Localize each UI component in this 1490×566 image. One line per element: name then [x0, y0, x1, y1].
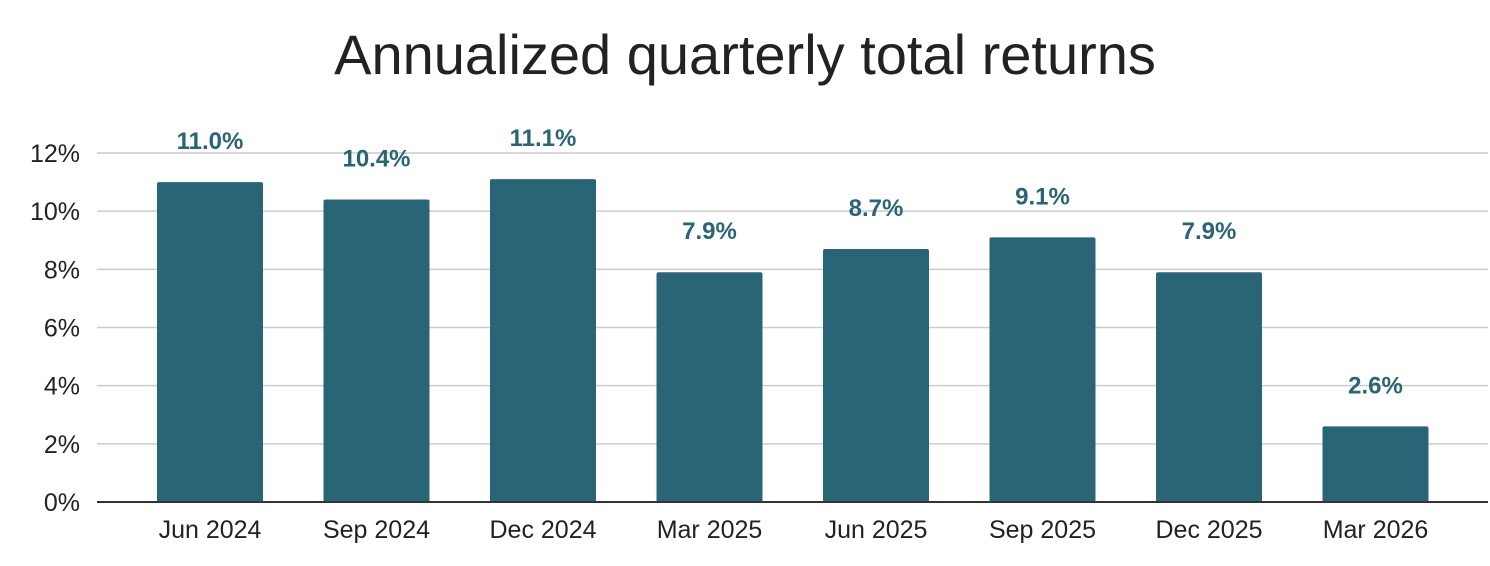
- y-tick-label: 12%: [30, 140, 80, 168]
- x-tick-label: Mar 2026: [1323, 516, 1429, 544]
- data-label: 9.1%: [1015, 183, 1070, 210]
- y-tick-label: 6%: [44, 315, 80, 343]
- x-tick-label: Dec 2025: [1155, 516, 1262, 544]
- bar: [157, 182, 263, 503]
- x-tick-label: Jun 2024: [159, 516, 262, 544]
- y-tick-label: 4%: [44, 373, 80, 401]
- bar: [323, 199, 430, 503]
- chart-title: Annualized quarterly total returns: [334, 23, 1156, 86]
- bar: [656, 272, 763, 502]
- x-tick-label: Sep 2025: [989, 516, 1096, 544]
- x-tick-label: Dec 2024: [489, 516, 596, 544]
- data-label: 7.9%: [682, 218, 737, 245]
- y-tick-label: 2%: [44, 431, 80, 459]
- y-tick-label: 8%: [44, 256, 80, 284]
- x-tick-label: Mar 2025: [657, 516, 763, 544]
- data-labels: 11.0% 10.4% 11.1% 7.9% 8.7% 9.1% 7.9% 2.6%: [177, 125, 1403, 399]
- data-label: 2.6%: [1348, 372, 1403, 399]
- data-label: 10.4%: [342, 146, 410, 173]
- bar: [1322, 426, 1429, 502]
- bar: [823, 248, 929, 502]
- bar: [1156, 272, 1262, 502]
- data-label: 7.9%: [1182, 218, 1237, 245]
- y-tick-label: 10%: [30, 198, 80, 226]
- bar: [989, 237, 1096, 502]
- bars: [157, 179, 1429, 503]
- data-label: 11.0%: [177, 128, 244, 155]
- axes: 0% 2% 4% 6% 8% 10% 12% Jun 2024 Sep 2024 Dec 2024…: [30, 140, 1488, 544]
- x-tick-label: Sep 2024: [323, 516, 430, 544]
- data-label: 11.1%: [510, 125, 577, 152]
- data-label: 8.7%: [849, 195, 904, 222]
- y-tick-label: 0%: [44, 489, 80, 517]
- gridlines: [97, 152, 1488, 445]
- x-tick-label: Jun 2025: [825, 516, 928, 544]
- bar: [490, 179, 596, 503]
